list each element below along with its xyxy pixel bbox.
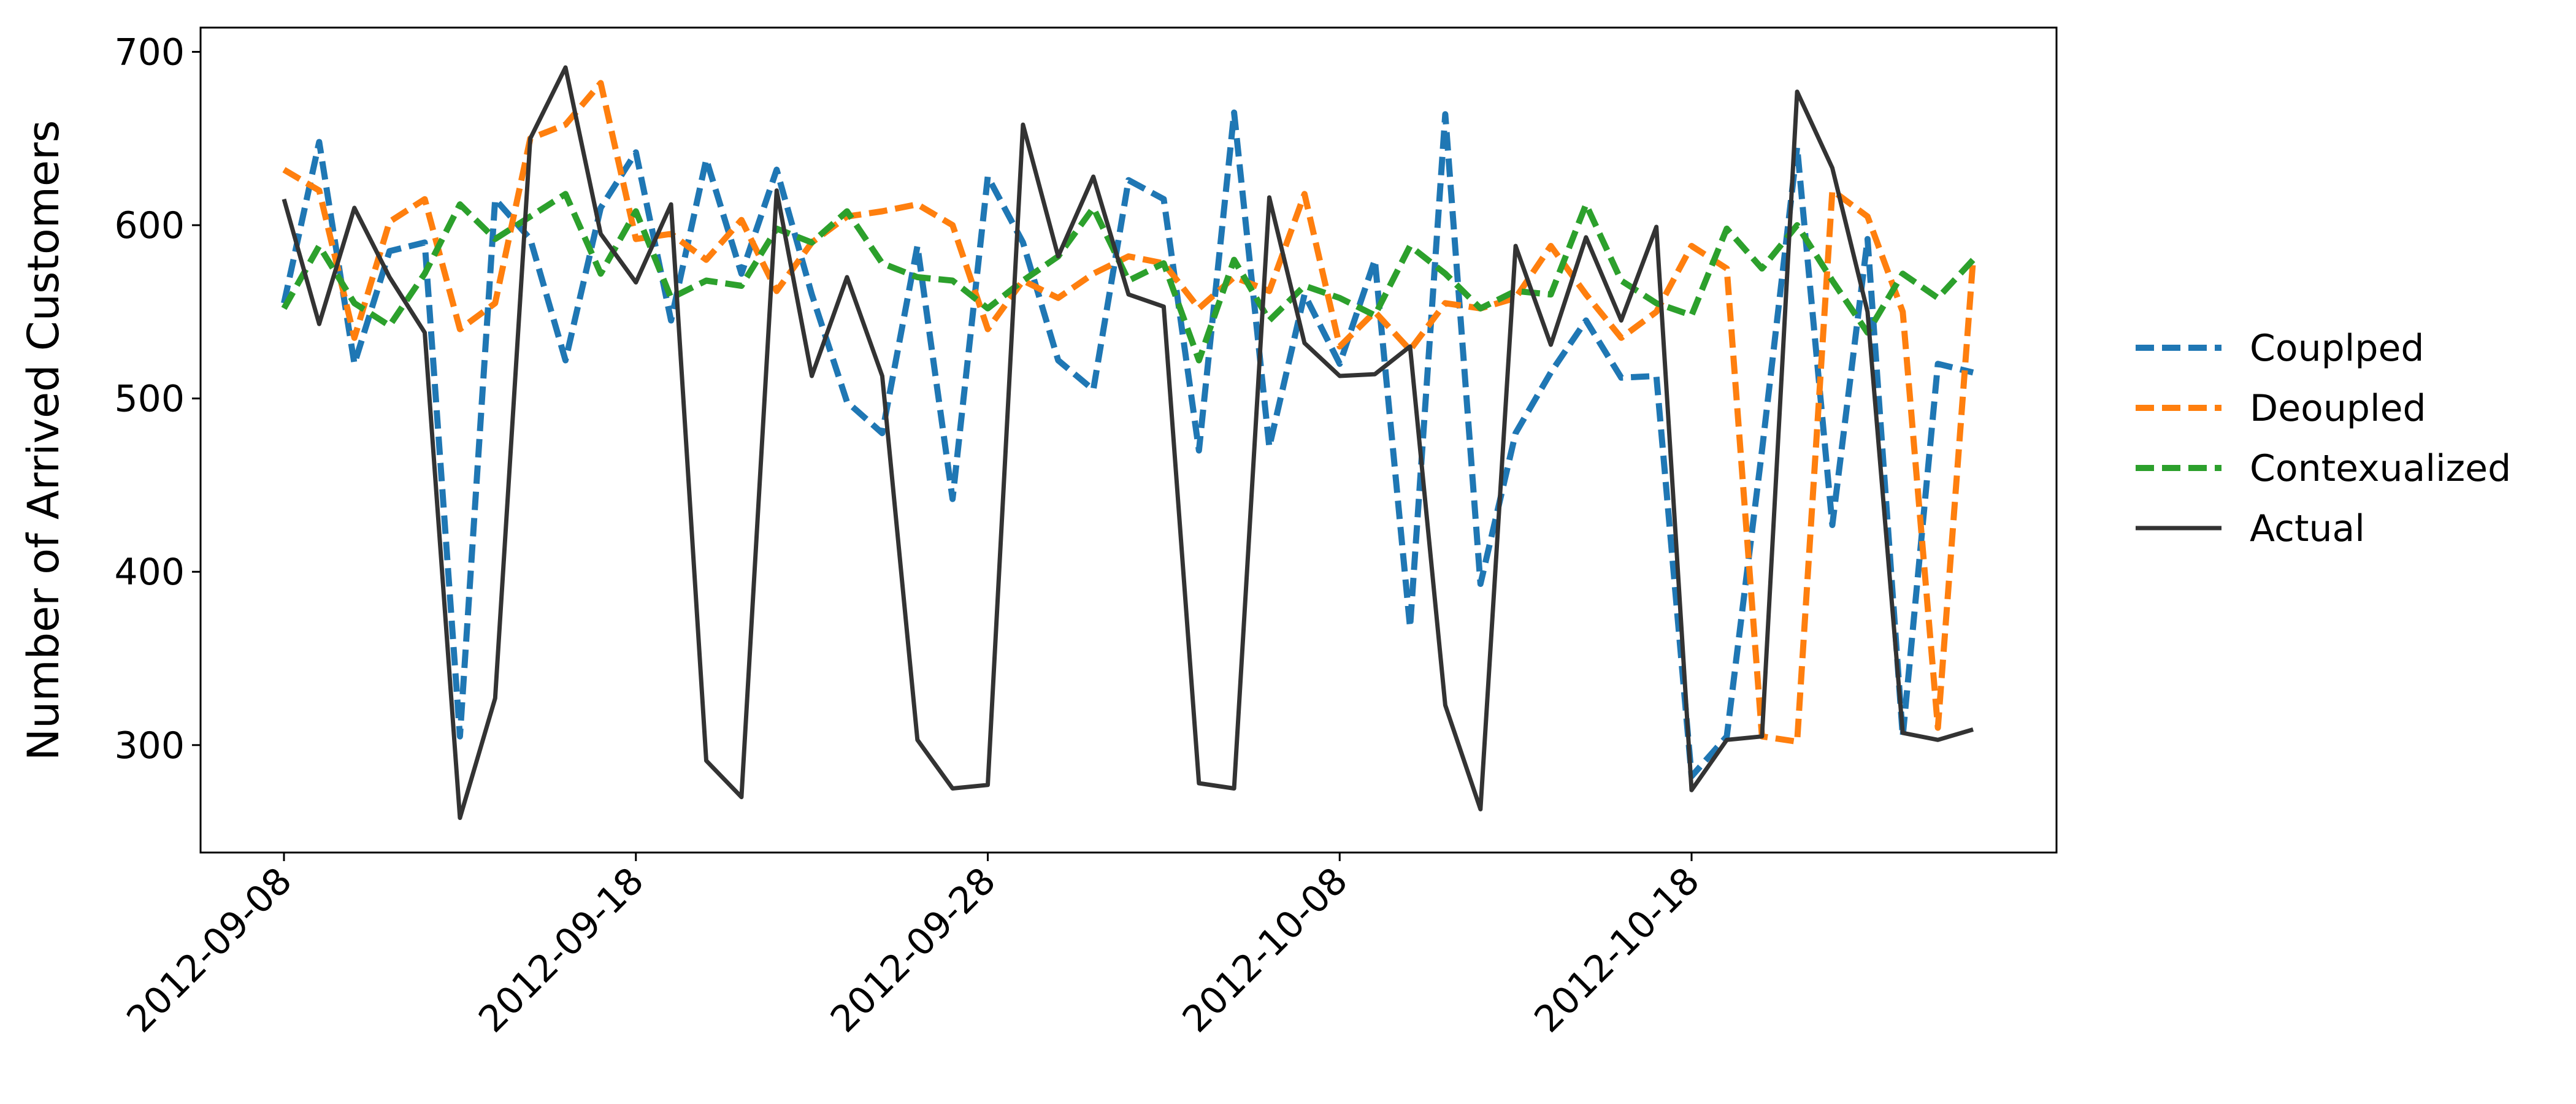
y-tick-label: 500 — [114, 378, 185, 421]
legend-label: Contexualized — [2250, 447, 2511, 490]
y-tick-label: 400 — [114, 551, 185, 594]
plot-frame — [199, 26, 2058, 854]
y-tick-label: 700 — [114, 31, 185, 74]
legend: Couplped Deoupled Contexualized Actual — [2136, 327, 2511, 550]
series-layer — [281, 65, 1976, 820]
y-tick-label: 300 — [114, 724, 185, 767]
y-tick-label: 600 — [114, 204, 185, 247]
legend-label: Deoupled — [2250, 387, 2426, 430]
legend-label: Actual — [2250, 507, 2365, 550]
series-line-actual — [282, 65, 1974, 820]
y-axis: 300 400 500 600 700 — [114, 31, 201, 767]
series-line-contexualized — [281, 191, 1976, 364]
legend-label: Couplped — [2250, 327, 2424, 370]
y-axis-label: Number of Arrived Customers — [18, 120, 69, 761]
series-line-deoupled — [282, 80, 1976, 745]
